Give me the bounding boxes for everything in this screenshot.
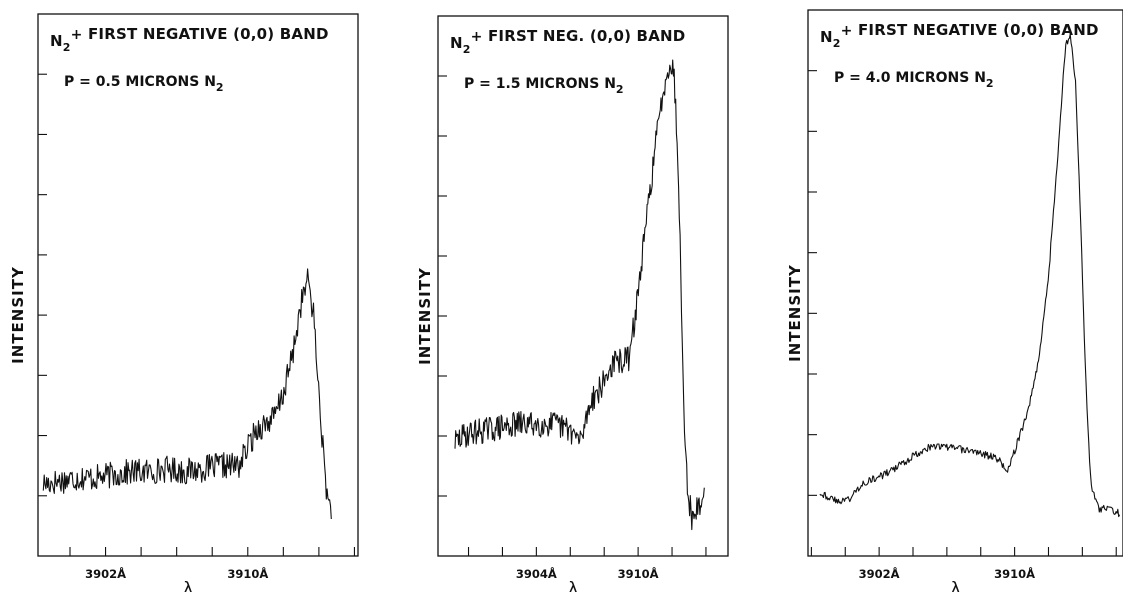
x-tick-label: 3904Å	[516, 566, 557, 581]
chart-panel-1: 3902Å 3910Å λ INTENSITY N2+ FIRST NEGATIVE (…	[9, 13, 359, 592]
chart-title: N2+ FIRST NEGATIVE (0,0) BAND	[50, 25, 329, 54]
x-axis-label: λ	[950, 579, 960, 592]
x-tick-label: 3910Å	[618, 566, 659, 581]
chart-title: N2+ FIRST NEG. (0,0) BAND	[450, 27, 685, 56]
x-axis-label: λ	[568, 579, 578, 592]
spectrum-trace	[42, 268, 332, 520]
pressure-annotation: P = 0.5 MICRONS N2	[64, 74, 224, 94]
chart-panel-2: 3904Å 3910Å λ INTENSITY N2+ FIRST NEG. (0,0)…	[416, 15, 729, 592]
x-tick-label: 3902Å	[85, 566, 126, 581]
plot-frame	[37, 13, 359, 557]
plot-frame	[437, 15, 729, 557]
spectrum-trace	[454, 59, 705, 531]
spectrum-trace	[819, 33, 1121, 518]
x-tick-label: 3910Å	[994, 566, 1035, 581]
chart-title: N2+ FIRST NEGATIVE (0,0) BAND	[820, 21, 1099, 50]
x-tick-label: 3902Å	[859, 566, 900, 581]
plot-frame	[807, 9, 1123, 557]
chart-panel-3: 3902Å 3910Å λ INTENSITY N2+ FIRST NEGATIVE (…	[786, 9, 1123, 592]
y-axis-label: INTENSITY	[416, 267, 434, 365]
y-axis-label: INTENSITY	[9, 266, 27, 364]
pressure-annotation: P = 4.0 MICRONS N2	[834, 70, 994, 90]
x-axis-label: λ	[183, 579, 193, 592]
pressure-annotation: P = 1.5 MICRONS N2	[464, 76, 624, 96]
x-tick-label: 3910Å	[227, 566, 268, 581]
y-axis-label: INTENSITY	[786, 264, 804, 362]
